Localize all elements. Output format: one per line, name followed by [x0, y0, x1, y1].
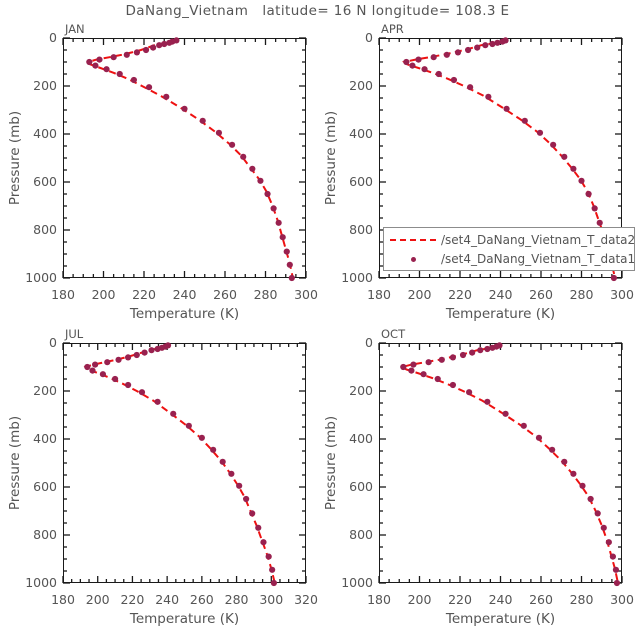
x-tick-label: 240 — [172, 287, 197, 302]
x-tick-label: 300 — [610, 287, 634, 302]
x-axis-label: Temperature (K) — [445, 306, 556, 322]
x-tick-label: 260 — [529, 287, 553, 302]
y-tick-label: 1000 — [341, 575, 373, 590]
y-axis-label: Pressure (mb) — [323, 415, 339, 511]
x-tick-label: 220 — [132, 287, 156, 302]
y-tick-label: 600 — [349, 479, 373, 494]
x-tick-label: 240 — [488, 287, 513, 302]
x-tick-label: 200 — [407, 287, 432, 302]
dashed-line-swatch-icon — [390, 239, 436, 241]
panel-oct: OCT — [378, 327, 623, 587]
y-axis-label: Pressure (mb) — [7, 415, 23, 511]
y-tick-label: 800 — [349, 527, 373, 542]
x-tick-label: 200 — [407, 592, 432, 607]
x-tick-label: 280 — [569, 287, 594, 302]
x-tick-label: 240 — [155, 592, 180, 607]
y-tick-label: 800 — [33, 222, 57, 237]
x-tick-label: 260 — [213, 287, 237, 302]
y-tick-label: 0 — [365, 335, 373, 350]
panel-label-jul: JUL — [65, 327, 84, 341]
x-tick-label: 320 — [294, 592, 318, 607]
y-tick-label: 0 — [49, 30, 57, 45]
y-tick-label: 400 — [33, 431, 57, 446]
panel-jul: JUL — [62, 327, 307, 587]
y-tick-label: 0 — [49, 335, 57, 350]
x-tick-label: 300 — [259, 592, 284, 607]
x-tick-label: 260 — [189, 592, 214, 607]
plot-area-jan — [62, 37, 307, 282]
y-tick-label: 200 — [349, 78, 373, 93]
plot-frame-jan — [63, 38, 306, 278]
x-tick-label: 200 — [85, 592, 110, 607]
x-tick-label: 280 — [224, 592, 249, 607]
y-tick-label: 400 — [349, 431, 373, 446]
dot-marker-swatch-icon — [390, 256, 436, 262]
x-tick-label: 220 — [448, 287, 472, 302]
legend-box: /set4_DaNang_Vietnam_T_data2 /set4_DaNan… — [383, 227, 635, 271]
figure-title: DaNang_Vietnam latitude= 16 N longitude=… — [125, 3, 510, 19]
plot-frame-oct — [379, 343, 622, 583]
plot-area-oct — [378, 342, 623, 587]
legend-row-marker: /set4_DaNang_Vietnam_T_data1 — [384, 250, 635, 268]
y-tick-label: 1000 — [25, 270, 57, 285]
x-axis-label: Temperature (K) — [129, 306, 240, 322]
y-tick-label: 400 — [33, 126, 57, 141]
y-tick-label: 400 — [349, 126, 373, 141]
x-tick-label: 280 — [569, 592, 594, 607]
x-tick-label: 240 — [488, 592, 513, 607]
x-tick-label: 300 — [610, 592, 634, 607]
panel-label-apr: APR — [381, 22, 404, 36]
panel-label-jan: JAN — [65, 22, 85, 36]
x-tick-label: 220 — [120, 592, 145, 607]
legend-label-data2: /set4_DaNang_Vietnam_T_data2 — [441, 233, 635, 247]
y-tick-label: 200 — [33, 78, 57, 93]
y-axis-label: Pressure (mb) — [323, 110, 339, 206]
x-tick-label: 200 — [91, 287, 116, 302]
y-tick-label: 800 — [349, 222, 373, 237]
panel-jan: JAN — [62, 22, 307, 282]
x-axis-label: Temperature (K) — [445, 611, 556, 627]
y-tick-label: 1000 — [25, 575, 57, 590]
y-tick-label: 600 — [33, 174, 57, 189]
x-tick-label: 300 — [294, 287, 318, 302]
y-tick-label: 1000 — [341, 270, 373, 285]
panel-label-oct: OCT — [381, 327, 406, 341]
x-tick-label: 180 — [367, 287, 391, 302]
x-tick-label: 260 — [529, 592, 553, 607]
legend-label-data1: /set4_DaNang_Vietnam_T_data1 — [441, 252, 635, 266]
x-axis-label: Temperature (K) — [129, 611, 240, 627]
y-axis-label: Pressure (mb) — [7, 110, 23, 206]
x-tick-label: 180 — [51, 592, 75, 607]
x-tick-label: 180 — [367, 592, 391, 607]
y-tick-label: 200 — [33, 383, 57, 398]
y-tick-label: 600 — [33, 479, 57, 494]
y-tick-label: 0 — [365, 30, 373, 45]
y-tick-label: 600 — [349, 174, 373, 189]
y-tick-label: 800 — [33, 527, 57, 542]
legend-row-line: /set4_DaNang_Vietnam_T_data2 — [384, 231, 635, 249]
x-tick-label: 280 — [253, 287, 278, 302]
x-tick-label: 180 — [51, 287, 75, 302]
plot-area-jul — [62, 342, 307, 587]
x-tick-label: 220 — [448, 592, 472, 607]
y-tick-label: 200 — [349, 383, 373, 398]
